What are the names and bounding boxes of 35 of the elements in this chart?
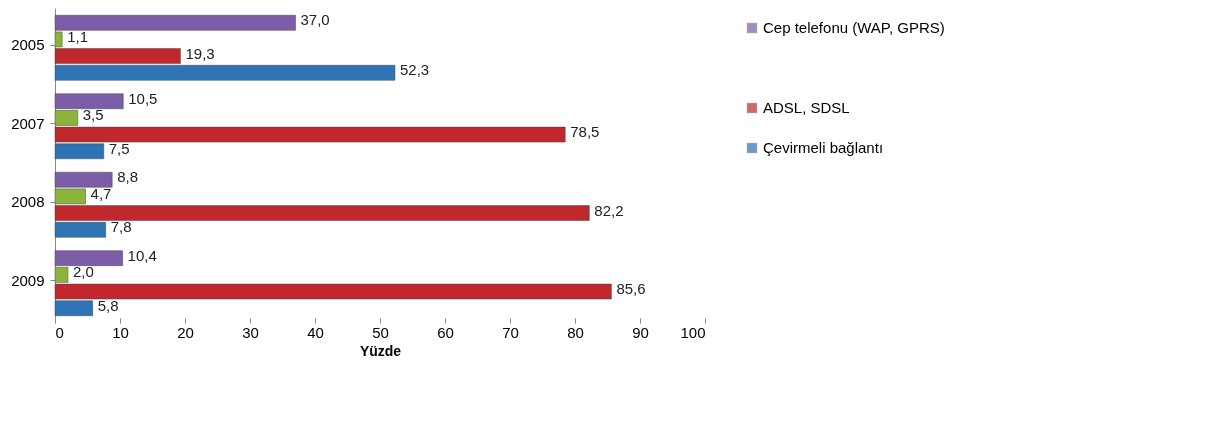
data-label: 78,5 (570, 123, 600, 141)
x-tick-label: 80 (567, 323, 584, 341)
y-tick-label: 2009 (11, 271, 45, 289)
x-tick-label: 0 (55, 323, 64, 341)
x-tick-label: 20 (177, 323, 194, 341)
x-tick-label: 90 (632, 323, 649, 341)
x-tick-label: 60 (437, 323, 454, 341)
x-tick-label: 100 (680, 323, 706, 341)
data-label: 8,8 (117, 168, 139, 186)
data-label: 10,5 (128, 89, 158, 107)
x-tick-label: 10 (112, 323, 129, 341)
data-label: 82,2 (594, 201, 624, 219)
data-label: 1,1 (67, 27, 89, 45)
data-label: 5,8 (97, 296, 119, 314)
y-tick-label: 2008 (11, 193, 45, 211)
x-tick-label: 70 (502, 323, 519, 341)
x-tick-label: 30 (242, 323, 259, 341)
x-tick-label: 50 (372, 323, 389, 341)
legend-label: Çevirmeli bağlantı (763, 139, 884, 156)
data-label: 37,0 (300, 11, 330, 29)
y-tick-label: 2007 (11, 114, 45, 132)
data-label: 7,5 (108, 139, 130, 157)
data-label: 85,6 (616, 280, 646, 298)
data-label: 52,3 (399, 61, 430, 79)
legend-label: Cep telefonu (WAP, GPRS) (763, 19, 945, 36)
data-label: 7,8 (110, 218, 132, 236)
x-axis-title: Yüzde (359, 342, 402, 359)
x-tick-label: 40 (307, 323, 324, 341)
data-label: 19,3 (185, 44, 215, 62)
legend-label: ADSL, SDSL (763, 99, 850, 116)
data-label: 4,7 (90, 184, 112, 202)
data-label: 10,4 (127, 246, 157, 264)
data-label: 2,0 (73, 263, 94, 281)
y-tick-label: 2005 (11, 36, 45, 54)
data-label: 3,5 (82, 106, 104, 124)
